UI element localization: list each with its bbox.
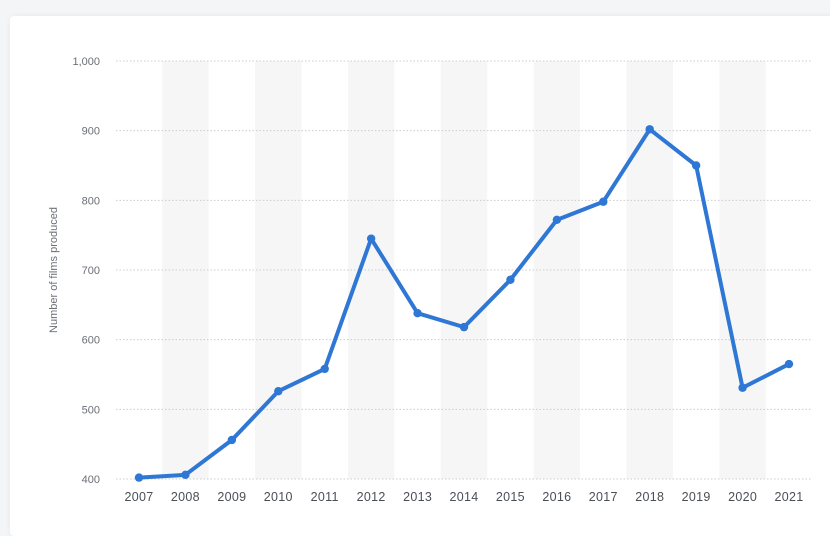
y-tick-label: 900 [82, 126, 100, 138]
data-point[interactable] [459, 322, 469, 332]
data-point[interactable] [691, 161, 701, 170]
grid-lines [116, 60, 812, 480]
x-tick-labels: 2007 2008 2009 2010 2011 2012 2013 2014 2015 2016… [124, 490, 803, 504]
data-point[interactable] [784, 359, 794, 369]
y-tick-label: 700 [82, 265, 100, 277]
y-tick-label: 500 [82, 404, 100, 416]
x-tick-label: 2009 [217, 490, 246, 504]
data-point[interactable] [227, 435, 237, 445]
data-point[interactable] [366, 234, 376, 243]
data-point[interactable] [274, 387, 283, 396]
x-tick-label: 2010 [264, 490, 293, 504]
y-tick-label: 400 [82, 474, 100, 486]
data-point[interactable] [134, 473, 144, 482]
data-point[interactable] [552, 215, 562, 225]
data-points [134, 125, 794, 482]
x-tick-label: 2018 [635, 490, 664, 504]
x-tick-label: 2016 [542, 490, 571, 504]
data-point[interactable] [413, 308, 422, 318]
data-point[interactable] [645, 125, 654, 134]
x-tick-label: 2019 [682, 490, 711, 504]
x-tick-label: 2012 [357, 490, 386, 504]
x-tick-label: 2011 [311, 490, 339, 504]
x-tick-label: 2007 [124, 490, 153, 504]
x-tick-label: 2008 [171, 490, 200, 504]
x-tick-label: 2015 [496, 490, 525, 504]
chart-card [10, 16, 830, 536]
y-tick-label: 800 [82, 195, 100, 207]
data-point[interactable] [320, 364, 329, 374]
x-tick-label: 2013 [403, 490, 432, 504]
x-tick-label: 2017 [589, 490, 618, 504]
y-tick-labels: 400 500 600 700 800 900 1,000 [72, 56, 100, 486]
x-tick-label: 2021 [774, 490, 803, 504]
data-point[interactable] [599, 197, 608, 206]
data-point[interactable] [181, 470, 190, 480]
y-tick-label: 600 [82, 335, 100, 347]
x-tick-label: 2014 [449, 490, 478, 504]
data-point[interactable] [506, 275, 515, 284]
y-tick-label: 1,000 [72, 56, 100, 68]
data-point[interactable] [738, 383, 747, 392]
x-tick-label: 2020 [728, 490, 757, 504]
